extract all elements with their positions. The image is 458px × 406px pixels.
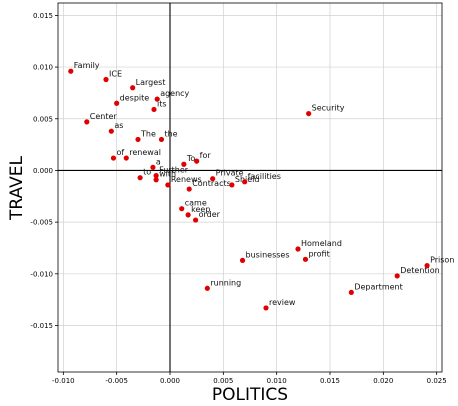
data-point xyxy=(108,128,114,134)
data-point xyxy=(348,289,354,296)
data-point xyxy=(150,164,156,170)
data-point xyxy=(242,179,248,185)
data-point-label: running xyxy=(210,278,241,287)
plot-frame xyxy=(57,2,443,373)
data-point xyxy=(229,182,235,188)
data-point xyxy=(424,262,430,269)
data-point xyxy=(151,106,157,113)
data-point-label: businesses xyxy=(246,250,290,259)
y-tick-label: -0.015 xyxy=(30,322,53,330)
data-point-label: with xyxy=(159,170,176,179)
y-tick-label: -0.005 xyxy=(30,219,53,227)
data-point xyxy=(158,136,165,143)
y-tick-label: 0.000 xyxy=(33,167,53,175)
data-point-label: order xyxy=(199,210,221,219)
data-point-label: renewal xyxy=(129,148,161,157)
data-point-label: Further xyxy=(159,166,189,175)
data-point-label: To xyxy=(186,154,196,163)
data-point xyxy=(68,68,74,74)
x-tick-label: 0.005 xyxy=(213,377,233,385)
data-point-label: review xyxy=(269,298,296,307)
x-tick-label: -0.005 xyxy=(105,377,128,385)
data-point xyxy=(165,182,171,188)
data-point-label: Department xyxy=(354,282,402,291)
y-tick-label: 0.005 xyxy=(33,115,53,123)
data-point-label: Largest xyxy=(136,78,166,87)
x-tick-label: 0.015 xyxy=(320,377,340,385)
data-point-label: Private xyxy=(216,169,244,178)
x-tick-label: -0.010 xyxy=(52,377,75,385)
data-point xyxy=(130,85,136,91)
x-tick-labels: -0.010 -0.005 0.000 0.005 0.010 0.015 0.020 0.0… xyxy=(52,372,447,385)
data-point-label: to xyxy=(143,168,151,177)
data-point xyxy=(135,136,141,143)
data-point-label: Security xyxy=(312,104,345,113)
data-point xyxy=(181,161,187,167)
data-point-label: despite xyxy=(120,93,150,102)
x-axis-title: POLITICS xyxy=(212,385,288,405)
data-point-label: as xyxy=(114,121,123,130)
x-tick-label: 0.020 xyxy=(373,377,393,385)
data-point xyxy=(185,212,191,218)
data-point-label: facilities xyxy=(248,172,281,181)
data-point xyxy=(194,158,200,164)
data-point xyxy=(179,206,185,212)
y-tick-labels: 0.015 0.010 0.005 0.000 -0.005 -0.010 -0.015 xyxy=(30,12,58,330)
data-point xyxy=(153,173,159,179)
data-point-label: Shield xyxy=(235,175,260,184)
data-point-label: for xyxy=(200,151,212,160)
data-point xyxy=(153,177,159,183)
data-point-label: profit xyxy=(308,249,329,258)
data-point xyxy=(306,110,312,117)
y-tick-label: -0.010 xyxy=(30,270,53,278)
data-point-label: agency xyxy=(160,89,189,98)
data-point-label: keep xyxy=(191,205,210,214)
data-point xyxy=(137,175,143,181)
data-point-label: ICE xyxy=(109,69,122,78)
data-point-label: Detention xyxy=(400,266,440,275)
data-point xyxy=(302,256,309,262)
data-point xyxy=(103,76,109,83)
data-point xyxy=(114,100,120,106)
data-point xyxy=(154,96,160,102)
data-point-label: Contracts xyxy=(192,179,231,188)
data-point-label: The xyxy=(140,129,156,138)
data-point xyxy=(84,119,90,125)
data-point-label: its xyxy=(157,99,167,108)
grid xyxy=(58,3,442,372)
data-point-label: came xyxy=(185,199,207,208)
data-point-label: Prison xyxy=(430,256,454,265)
data-point xyxy=(186,186,192,192)
data-point-label: of xyxy=(116,148,124,157)
y-axis-title: TRAVEL xyxy=(7,156,27,221)
data-point xyxy=(210,176,216,182)
data-point xyxy=(204,285,210,291)
data-point-label: Family xyxy=(74,61,100,70)
data-point xyxy=(239,257,246,263)
data-point-label: Homeland xyxy=(301,239,342,248)
y-tick-label: 0.015 xyxy=(33,12,53,20)
x-tick-label: 0.000 xyxy=(160,377,180,385)
data-point-label: the xyxy=(164,129,177,138)
zero-axes xyxy=(58,3,442,372)
data-point xyxy=(123,155,129,161)
data-point xyxy=(394,273,400,279)
data-point-label: Center xyxy=(90,112,118,121)
y-tick-label: 0.010 xyxy=(33,64,53,72)
x-tick-label: 0.010 xyxy=(267,377,287,385)
data-point xyxy=(263,305,269,311)
data-point-label: Renews xyxy=(171,175,202,184)
x-tick-label: 0.025 xyxy=(427,377,447,385)
data-point xyxy=(193,217,199,223)
data-point-label: a xyxy=(156,157,161,166)
data-point xyxy=(110,155,117,161)
data-point xyxy=(295,246,301,252)
